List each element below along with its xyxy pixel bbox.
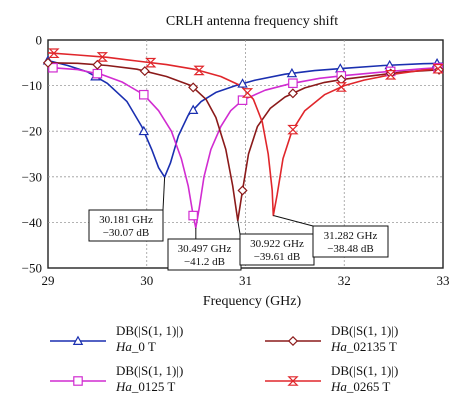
- series-marker-4: [335, 82, 347, 92]
- legend: DB(|S(1, 1)|)Ha_0 TDB(|S(1, 1)|)Ha_0125 …: [50, 323, 398, 394]
- annotation-frequency: 31.282 GHz: [324, 230, 378, 242]
- annotation-magnitude: −39.61 dB: [254, 251, 301, 263]
- series-marker-4: [432, 63, 444, 74]
- series-marker-3: [237, 185, 248, 196]
- legend-marker: [287, 335, 299, 347]
- legend-sub-prefix: Ha: [115, 339, 132, 354]
- annotation-box: [88, 209, 164, 242]
- series-line-3: [47, 62, 444, 222]
- annotation-leader: [162, 177, 166, 211]
- series-line-1: [47, 59, 444, 178]
- annotations: 30.181 GHz−30.07 dB 30.497 GHz−41.2 dB 30.…: [88, 177, 389, 271]
- y-tick-label: −30: [22, 169, 42, 184]
- annotation-magnitude: −30.07 dB: [103, 227, 150, 239]
- annotation-frequency: 30.181 GHz: [99, 214, 153, 226]
- annotation-magnitude: −41.2 dB: [184, 256, 225, 268]
- series-marker-3: [287, 88, 298, 99]
- series-marker-2: [138, 89, 149, 100]
- series-marker-3: [188, 82, 199, 93]
- x-tick-label: 31: [239, 273, 252, 288]
- annotation-leader: [237, 220, 241, 235]
- series-marker-4: [385, 69, 397, 80]
- series-markers: [42, 48, 445, 221]
- legend-series-sub: Ha_0125 T: [115, 379, 175, 394]
- x-axis-title: Frequency (GHz): [203, 294, 302, 309]
- axis-ticks: 29 30 31 32 33 0 −10 −20 −30 −40 −50: [22, 33, 450, 289]
- legend-marker: [73, 376, 83, 386]
- series-marker-2: [92, 68, 103, 79]
- series-marker-1: [138, 125, 150, 136]
- x-tick-label: 29: [42, 273, 55, 288]
- series-marker-3: [92, 59, 103, 70]
- legend-sub-suffix: _0265 T: [346, 379, 391, 394]
- series-marker-4: [96, 52, 108, 62]
- series-marker-3: [139, 66, 150, 77]
- series-marker-2: [237, 95, 248, 105]
- series-marker-4: [145, 57, 157, 68]
- legend-sub-suffix: _0125 T: [131, 379, 176, 394]
- annotation-frequency: 30.497 GHz: [178, 243, 232, 255]
- legend-sub-prefix: Ha: [330, 379, 347, 394]
- legend-series-name: DB(|S(1, 1)|): [331, 323, 398, 338]
- series-line-4: [47, 52, 444, 217]
- legend-series-sub: Ha_02135 T: [330, 339, 397, 354]
- legend-series-name: DB(|S(1, 1)|): [331, 363, 398, 378]
- annotation-magnitude: −38.48 dB: [327, 243, 374, 255]
- x-tick-label: 32: [338, 273, 351, 288]
- series-marker-1: [187, 104, 199, 114]
- x-tick-label: 30: [140, 273, 153, 288]
- legend-series-sub: Ha_0 T: [115, 339, 156, 354]
- legend-marker: [72, 335, 84, 345]
- series-marker-4: [48, 48, 60, 59]
- series-marker-4: [287, 124, 299, 135]
- legend-sub-suffix: _0 T: [131, 339, 156, 354]
- legend-series-name: DB(|S(1, 1)|): [116, 363, 183, 378]
- annotation-box: [239, 233, 315, 266]
- series-marker-2: [48, 62, 58, 73]
- y-tick-label: −40: [22, 215, 42, 230]
- series-marker-3: [42, 57, 54, 68]
- y-tick-label: −50: [22, 261, 42, 276]
- series-marker-4: [241, 88, 254, 98]
- annotation-box: [312, 225, 389, 258]
- annotation-box: [167, 238, 242, 271]
- legend-sub-prefix: Ha: [330, 339, 347, 354]
- series-marker-4: [193, 65, 205, 76]
- series-marker-2: [288, 78, 298, 89]
- y-tick-label: −10: [22, 78, 42, 93]
- y-tick-label: −20: [22, 124, 42, 139]
- series-marker-1: [286, 67, 298, 78]
- annotation-leader: [273, 214, 314, 227]
- y-tick-label: 0: [36, 33, 43, 48]
- chart-title: CRLH antenna frequency shift: [166, 14, 338, 29]
- legend-sub-suffix: _02135 T: [346, 339, 397, 354]
- legend-marker: [287, 376, 299, 386]
- legend-sub-prefix: Ha: [115, 379, 132, 394]
- series-marker-1: [237, 78, 248, 88]
- x-tick-label: 33: [437, 273, 450, 288]
- series-marker-2: [188, 210, 198, 221]
- annotation-frequency: 30.922 GHz: [250, 238, 304, 250]
- legend-series-sub: Ha_0265 T: [330, 379, 390, 394]
- legend-series-name: DB(|S(1, 1)|): [116, 323, 183, 338]
